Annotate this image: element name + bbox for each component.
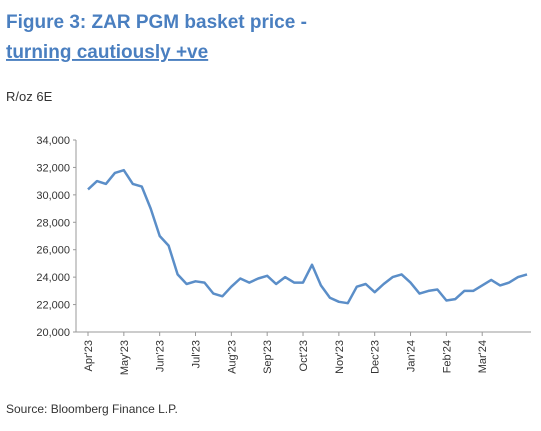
y-tick-label: 34,000 (36, 135, 70, 147)
data-line (87, 168, 528, 305)
x-tick-label: Aug'23 (226, 340, 238, 374)
y-axis-label: R/oz 6E (6, 89, 53, 104)
x-tick-label: Nov'23 (334, 340, 346, 374)
x-tick-label: Jun'23 (155, 340, 167, 372)
x-tick-label: Dec'23 (370, 340, 382, 374)
y-tick-label: 26,000 (36, 245, 70, 257)
source: Source: Bloomberg Finance L.P. (6, 402, 178, 416)
y-tick-label: 30,000 (36, 190, 70, 202)
y-tick-label: 22,000 (36, 300, 70, 312)
x-tick-label: Sep'23 (262, 340, 274, 374)
x-tick-label: Feb'24 (441, 340, 453, 373)
x-tick-label: Jul'23 (191, 340, 203, 368)
x-tick-label: May'23 (119, 340, 131, 375)
chart-title: Figure 3: ZAR PGM basket price - (6, 12, 307, 33)
y-tick-label: 24,000 (36, 272, 70, 284)
x-tick-label: Jan'24 (406, 340, 418, 372)
x-tick-label: Apr'23 (83, 340, 95, 371)
y-tick-label: 20,000 (36, 327, 70, 339)
y-tick-label: 32,000 (36, 162, 70, 174)
chart-title-emphasis: turning cautiously +ve (6, 42, 208, 63)
y-tick-label: 28,000 (36, 217, 70, 229)
x-tick-label: Mar'24 (477, 340, 489, 373)
x-tick-label: Oct'23 (298, 340, 310, 371)
